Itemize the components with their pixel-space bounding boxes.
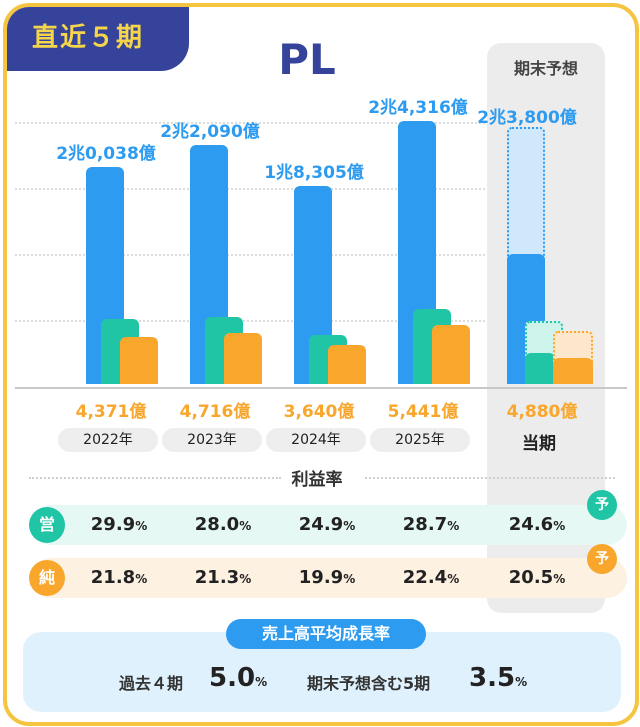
net-margin-row: 純 21.8% 21.3% 19.9% 22.4% 20.5% — [29, 558, 627, 598]
operating-margin-value: 28.0% — [194, 514, 252, 535]
x-axis-baseline — [15, 387, 627, 389]
period-badge-text: 直近５期 — [31, 23, 144, 53]
year-label: 2023年 — [162, 428, 262, 452]
net-bar — [224, 332, 262, 384]
revenue-value-label: 2兆2,090億 — [160, 122, 260, 143]
net-margin-value: 22.4% — [402, 567, 460, 588]
operating-icon: 営 — [29, 507, 65, 543]
gridline — [15, 254, 485, 256]
current-period-label: 当期 — [522, 434, 556, 454]
revenue-value-label: 2兆3,800億 — [477, 108, 577, 128]
forecast-header: 期末予想 — [513, 59, 578, 78]
net-icon: 純 — [29, 560, 65, 596]
margin-divider-left — [29, 477, 281, 479]
revenue-value-label: 1兆8,305億 — [264, 163, 364, 183]
period-badge: 直近５期 — [7, 7, 189, 71]
revenue-value-label: 2兆4,316億 — [368, 98, 468, 118]
cagr-title: 売上高平均成長率 — [226, 619, 426, 649]
operating-margin-value: 24.6% — [508, 514, 566, 535]
cagr-incl-label: 期末予想含む5期 — [307, 674, 431, 693]
operating-margin-value: 24.9% — [298, 514, 356, 535]
net-bar — [120, 336, 158, 384]
cagr-past-value: 5.0% — [209, 663, 268, 693]
net-value-label: 4,371億 — [75, 402, 147, 422]
net-value-label: 5,441億 — [387, 402, 459, 422]
cagr-incl-value: 3.5% — [469, 663, 528, 693]
net-progress-bar — [553, 358, 593, 384]
net-forecast-badge: 予 — [587, 544, 617, 574]
operating-margin-value: 29.9% — [90, 514, 148, 535]
gridline — [15, 122, 485, 124]
year-label: 2025年 — [370, 428, 470, 452]
net-margin-value: 20.5% — [508, 567, 566, 588]
operating-forecast-badge: 予 — [587, 490, 617, 520]
net-margin-value: 21.3% — [194, 567, 252, 588]
cagr-past-label: 過去４期 — [119, 674, 184, 693]
net-margin-value: 19.9% — [298, 567, 356, 588]
year-label: 2022年 — [58, 428, 158, 452]
pl-card: 直近５期 PL 期末予想 利益率 営 29.9% 28.0% 24.9% 28.7% 2… — [3, 3, 639, 726]
net-value-label: 3,640億 — [283, 402, 355, 422]
operating-margin-row: 営 29.9% 28.0% 24.9% 28.7% 24.6% — [29, 505, 627, 545]
year-label: 2024年 — [266, 428, 366, 452]
gridline — [15, 188, 485, 190]
margin-divider-right — [365, 477, 615, 479]
gridline — [15, 320, 485, 322]
revenue-value-label: 2兆0,038億 — [56, 144, 156, 165]
net-value-label: 4,880億 — [506, 402, 578, 422]
net-bar — [328, 344, 366, 384]
net-value-label: 4,716億 — [179, 402, 251, 422]
net-margin-value: 21.8% — [90, 567, 148, 588]
chart-title: PL — [278, 35, 336, 84]
operating-progress-bar — [525, 352, 555, 384]
net-bar — [432, 325, 470, 384]
operating-margin-value: 28.7% — [402, 514, 460, 535]
margin-title: 利益率 — [291, 470, 343, 490]
